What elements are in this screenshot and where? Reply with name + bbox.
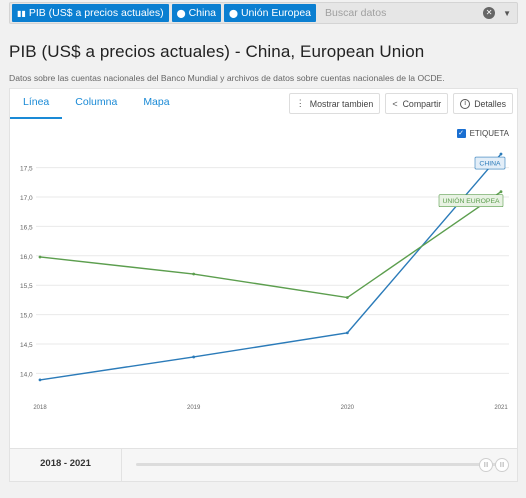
series-line: [39, 153, 502, 381]
y-tick-label: 17,0: [20, 195, 33, 202]
series-end-label-box: [474, 156, 506, 170]
x-tick-label: 2018: [33, 405, 47, 411]
share-button[interactable]: < Compartir: [385, 93, 449, 114]
bar-chart-icon: ▮▮: [17, 8, 26, 18]
y-tick-label: 17,5: [20, 166, 33, 173]
details-button[interactable]: i Detalles: [453, 93, 513, 114]
chart-card: 14,0 14,5 15,0 15,5 16,0 16,5 17,0 17,5 2018 2019…: [9, 88, 518, 449]
slider-handle-end[interactable]: |||: [495, 458, 509, 472]
country-chip-china[interactable]: ⬤ China: [171, 4, 222, 22]
y-tick-label: 14,0: [20, 371, 33, 378]
show-also-label: Mostrar tambien: [309, 98, 374, 109]
more-vertical-icon: ⋮: [295, 98, 305, 108]
country-chip-eu[interactable]: ⬤ Unión Europea: [224, 4, 317, 22]
x-tick-label: 2020: [341, 405, 355, 411]
data-point: [192, 355, 196, 359]
share-icon: <: [392, 98, 398, 109]
indicator-chip-label: PIB (US$ a precios actuales): [28, 7, 164, 19]
series-end-label-box: [438, 194, 504, 207]
data-point: [38, 255, 42, 259]
show-also-button[interactable]: ⋮ Mostrar tambien: [288, 93, 381, 114]
page-title: PIB (US$ a precios actuales) - China, Eu…: [9, 42, 425, 61]
country-chip-label: China: [188, 7, 217, 19]
label-toggle-text: ETIQUETA: [469, 129, 509, 138]
line-chart: 14,0 14,5 15,0 15,5 16,0 16,5 17,0 17,5 2018 2019…: [20, 152, 509, 411]
data-point: [345, 331, 349, 335]
clear-icon[interactable]: ✕: [483, 7, 496, 19]
label-toggle[interactable]: ✓ ETIQUETA: [456, 129, 509, 138]
y-tick-label: 14,5: [20, 342, 33, 349]
tab-linea[interactable]: Línea: [10, 89, 63, 119]
slider-handle-start[interactable]: |||: [479, 458, 493, 472]
y-tick-label: 16,0: [20, 254, 33, 261]
data-point: [38, 378, 42, 382]
series-end-label: CHINA: [479, 161, 501, 168]
series-end-label: UNIÓN EUROPEA: [442, 196, 499, 205]
details-label: Detalles: [474, 98, 506, 109]
tab-mapa[interactable]: Mapa: [143, 96, 170, 108]
x-tick-label: 2021: [494, 405, 508, 411]
search-input[interactable]: [319, 7, 484, 19]
series-line: [39, 191, 502, 299]
search-bar: ▮▮ PIB (US$ a precios actuales) ⬤ China …: [9, 2, 518, 24]
indicator-chip[interactable]: ▮▮ PIB (US$ a precios actuales): [12, 4, 169, 22]
info-icon: i: [460, 98, 471, 109]
data-point: [345, 296, 349, 299]
checkbox-checked-icon[interactable]: ✓: [456, 129, 466, 138]
x-tick-label: 2019: [187, 405, 201, 411]
page-subtitle: Datos sobre las cuentas nacionales del B…: [9, 73, 445, 83]
y-tick-label: 15,0: [20, 313, 33, 320]
y-tick-label: 15,5: [20, 283, 33, 290]
data-point: [499, 190, 503, 194]
year-range-label: 2018 - 2021: [10, 449, 122, 481]
chevron-down-icon[interactable]: ▼: [503, 8, 511, 18]
data-point: [499, 152, 503, 156]
share-label: Compartir: [402, 98, 442, 109]
view-tabs: Línea Columna Mapa: [10, 89, 183, 119]
country-chip-label: Unión Europea: [240, 7, 312, 19]
year-range-slider: 2018 - 2021 ||| |||: [9, 449, 518, 482]
map-pin-icon: ⬤: [176, 8, 186, 18]
map-pin-icon: ⬤: [229, 8, 238, 18]
chart-actions: ⋮ Mostrar tambien < Compartir i Detalles: [284, 93, 513, 114]
y-tick-label: 16,5: [20, 224, 33, 231]
slider-track[interactable]: [136, 463, 508, 466]
data-point: [192, 272, 196, 276]
tab-columna[interactable]: Columna: [75, 96, 118, 108]
